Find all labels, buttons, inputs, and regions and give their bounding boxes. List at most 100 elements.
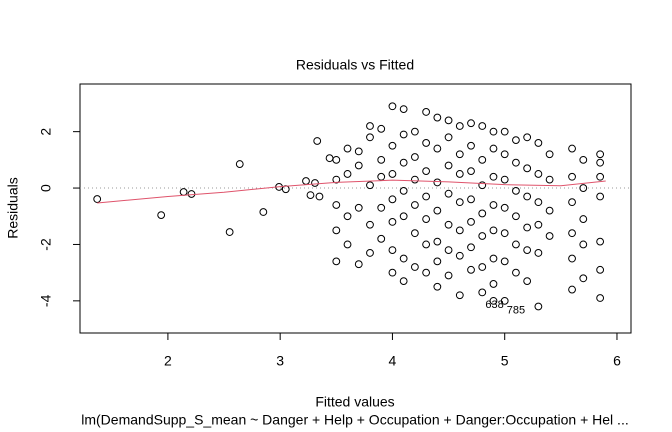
point	[568, 198, 576, 207]
point	[410, 127, 419, 136]
point	[568, 172, 576, 181]
point	[422, 215, 431, 223]
point	[343, 240, 352, 249]
point	[523, 277, 532, 286]
point	[366, 122, 374, 130]
point	[410, 201, 419, 209]
point	[478, 209, 487, 218]
point	[500, 127, 509, 136]
point	[534, 170, 543, 178]
smooth-line	[97, 179, 606, 204]
point	[388, 268, 397, 277]
point	[455, 291, 464, 300]
point	[534, 139, 543, 147]
point	[433, 257, 442, 266]
point	[467, 243, 475, 252]
point	[433, 144, 442, 153]
point	[399, 186, 408, 195]
point	[523, 223, 532, 232]
point	[500, 150, 509, 159]
point	[489, 201, 498, 209]
point	[410, 263, 419, 271]
point	[179, 188, 188, 196]
point	[377, 172, 386, 181]
point	[422, 139, 431, 147]
point	[325, 154, 334, 163]
point	[444, 220, 453, 229]
point	[354, 260, 363, 269]
point	[579, 184, 588, 192]
point	[455, 170, 464, 178]
point	[422, 167, 431, 176]
y-tick-label: 0	[38, 184, 54, 192]
point	[489, 144, 498, 153]
point	[157, 211, 166, 220]
point	[489, 280, 498, 288]
point	[302, 177, 310, 185]
point	[377, 124, 386, 133]
y-tick-label: -2	[38, 238, 54, 251]
point	[306, 191, 315, 200]
point	[388, 195, 397, 204]
plot-frame	[79, 83, 632, 334]
point	[467, 265, 475, 274]
point	[500, 203, 509, 212]
point	[478, 288, 487, 297]
point	[534, 249, 543, 257]
point	[433, 282, 442, 291]
point	[444, 271, 453, 280]
point	[399, 130, 408, 139]
point	[467, 195, 475, 204]
point	[422, 268, 431, 277]
point	[332, 257, 341, 266]
point	[332, 155, 341, 164]
point	[545, 175, 554, 184]
point	[596, 172, 605, 181]
point	[545, 150, 554, 159]
point	[187, 190, 196, 198]
point	[478, 232, 487, 240]
point	[500, 296, 509, 305]
point	[433, 113, 442, 122]
point	[579, 215, 588, 223]
point	[478, 181, 487, 190]
point	[410, 175, 419, 184]
point	[512, 240, 520, 249]
point	[422, 108, 431, 116]
point	[545, 232, 554, 240]
point	[467, 167, 475, 176]
point	[444, 116, 453, 125]
point	[332, 201, 341, 209]
point	[366, 249, 374, 257]
point	[545, 206, 554, 215]
point	[568, 144, 576, 153]
point	[377, 155, 386, 164]
point	[467, 141, 475, 150]
point	[313, 137, 322, 145]
point	[433, 237, 442, 246]
point	[259, 208, 268, 216]
point	[568, 254, 576, 263]
point	[410, 153, 419, 161]
point	[500, 257, 509, 266]
point	[444, 189, 453, 198]
point	[523, 133, 532, 142]
point	[534, 198, 543, 207]
point	[354, 203, 363, 212]
point	[399, 277, 408, 286]
point	[512, 136, 520, 145]
x-tick-label: 4	[389, 353, 397, 369]
point	[388, 102, 397, 111]
point	[455, 122, 464, 130]
point	[596, 294, 605, 302]
point	[377, 234, 386, 243]
point	[354, 161, 363, 170]
point	[512, 268, 520, 277]
x-axis-label: Fitted values	[315, 394, 394, 410]
point	[315, 192, 324, 201]
point	[489, 254, 498, 263]
point	[478, 122, 487, 130]
point	[410, 229, 419, 238]
point	[489, 296, 498, 305]
point	[534, 220, 543, 229]
